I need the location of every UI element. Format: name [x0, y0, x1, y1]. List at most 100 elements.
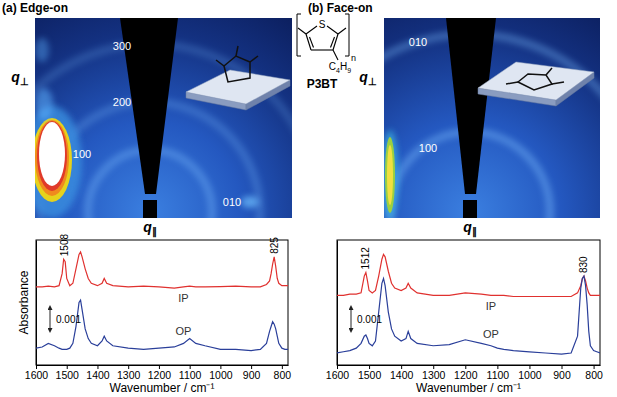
substrate-top [478, 62, 594, 100]
x-tick-mark [337, 365, 338, 369]
x-tick-label: 800 [274, 369, 292, 381]
plot-frame [337, 240, 600, 365]
bond [306, 26, 317, 34]
x-tick-label: 1200 [148, 369, 172, 381]
axis-title: q⊥ [11, 69, 29, 87]
spectrum-line [36, 300, 288, 350]
x-tick: 1300 [422, 365, 446, 381]
diffraction-spot [241, 196, 259, 208]
bond [306, 34, 311, 50]
diffraction-spot [37, 121, 67, 191]
x-tick-mark [465, 365, 466, 369]
y-axis [337, 241, 338, 366]
x-tick: 800 [274, 365, 292, 381]
repeat-index: n [351, 53, 356, 63]
chemical-structure: SnC4H9P3BT [297, 14, 356, 91]
ring-bond [546, 68, 552, 75]
x-tick-label: 1300 [422, 369, 446, 381]
bracket [297, 14, 301, 56]
x-tick-mark [433, 365, 434, 369]
x-axis-title: Wavenumber / cm⁻¹ [110, 381, 215, 395]
diffraction-spot [385, 137, 395, 213]
x-tick: 1600 [25, 365, 49, 381]
x-axis-line [37, 365, 289, 366]
y-axis [36, 241, 37, 366]
x-tick-mark [594, 365, 595, 369]
x-tick-mark [36, 365, 37, 369]
panel-title: (b) Face-on [308, 1, 373, 15]
scale-bar [50, 307, 51, 331]
detector-image [384, 18, 600, 218]
axis-title: q∥ [143, 219, 157, 238]
diffraction-spot [384, 130, 398, 218]
spectrum-panel: 1600150014001300120011001000900800Wavenu… [17, 234, 291, 395]
diffraction-spot [35, 120, 69, 196]
x-tick-label: 900 [243, 369, 261, 381]
x-tick: 1100 [487, 365, 510, 381]
scale-bar [351, 307, 352, 331]
plot-lines [337, 254, 600, 354]
x-tick: 800 [585, 365, 603, 381]
x-tick: 1500 [56, 365, 80, 381]
y-axis-title: Absorbance [17, 270, 31, 334]
bond [298, 28, 306, 34]
spectrum-line [337, 254, 600, 296]
x-tick-mark [220, 365, 221, 369]
x-tick-label: 1100 [487, 369, 510, 381]
axis-title: q∥ [463, 219, 477, 238]
substrate-inset [186, 46, 290, 110]
bond [331, 37, 335, 48]
plot-frame [36, 240, 288, 365]
y-axis-line [36, 241, 37, 366]
x-tick-label: 1100 [179, 369, 202, 381]
x-tick-label: 1400 [86, 369, 110, 381]
ring-bond [216, 60, 224, 66]
diffraction-spot [35, 38, 49, 62]
x-tick-label: 1200 [454, 369, 478, 381]
x-tick-label: 1600 [25, 369, 49, 381]
x-tick: 900 [243, 365, 261, 381]
x-tick: 1200 [454, 365, 478, 381]
peak-label: 1512 [360, 247, 371, 270]
x-tick-label: 1400 [390, 369, 414, 381]
series-label: OP [176, 325, 192, 337]
series-label: IP [486, 300, 496, 312]
x-tick-mark [190, 365, 191, 369]
series-label: IP [178, 292, 188, 304]
bond [338, 28, 346, 34]
beam-stop [446, 18, 496, 194]
x-tick-label: 1500 [56, 369, 80, 381]
x-tick: 1300 [117, 365, 141, 381]
x-tick-mark [97, 365, 98, 369]
x-axis: 1600150014001300120011001000900800 [326, 365, 603, 381]
x-tick-mark [562, 365, 563, 369]
detector-background [384, 18, 600, 218]
reflection-label: 100 [419, 142, 437, 154]
scale-bar-label: 0.001 [56, 314, 81, 325]
ring-bond [552, 82, 564, 84]
x-tick-mark [497, 365, 498, 369]
bond [311, 49, 333, 50]
substrate-top [186, 70, 290, 104]
giwaxs-panel: 300200100010q⊥q∥ [0, 18, 318, 380]
x-tick-mark [369, 365, 370, 369]
thiophene-ring [224, 56, 250, 82]
x-tick: 1600 [326, 365, 350, 381]
scale-bar-label: 0.001 [357, 314, 382, 325]
plot-lines [36, 252, 288, 351]
x-tick-mark [251, 365, 252, 369]
x-tick-label: 1000 [518, 369, 542, 381]
x-axis: 1600150014001300120011001000900800 [25, 365, 291, 381]
bond [310, 37, 314, 48]
reflection-label: 300 [113, 40, 131, 52]
x-tick: 1500 [358, 365, 382, 381]
spectrum-line [36, 252, 288, 288]
detector-image [35, 18, 292, 218]
reflection-label: 100 [73, 148, 91, 160]
substituent: C4H9 [329, 61, 351, 74]
diffraction-spot [35, 118, 72, 202]
substrate-inset [478, 62, 594, 106]
x-tick: 1400 [86, 365, 110, 381]
polymer-name: P3BT [307, 77, 338, 91]
series-label: OP [483, 328, 499, 340]
